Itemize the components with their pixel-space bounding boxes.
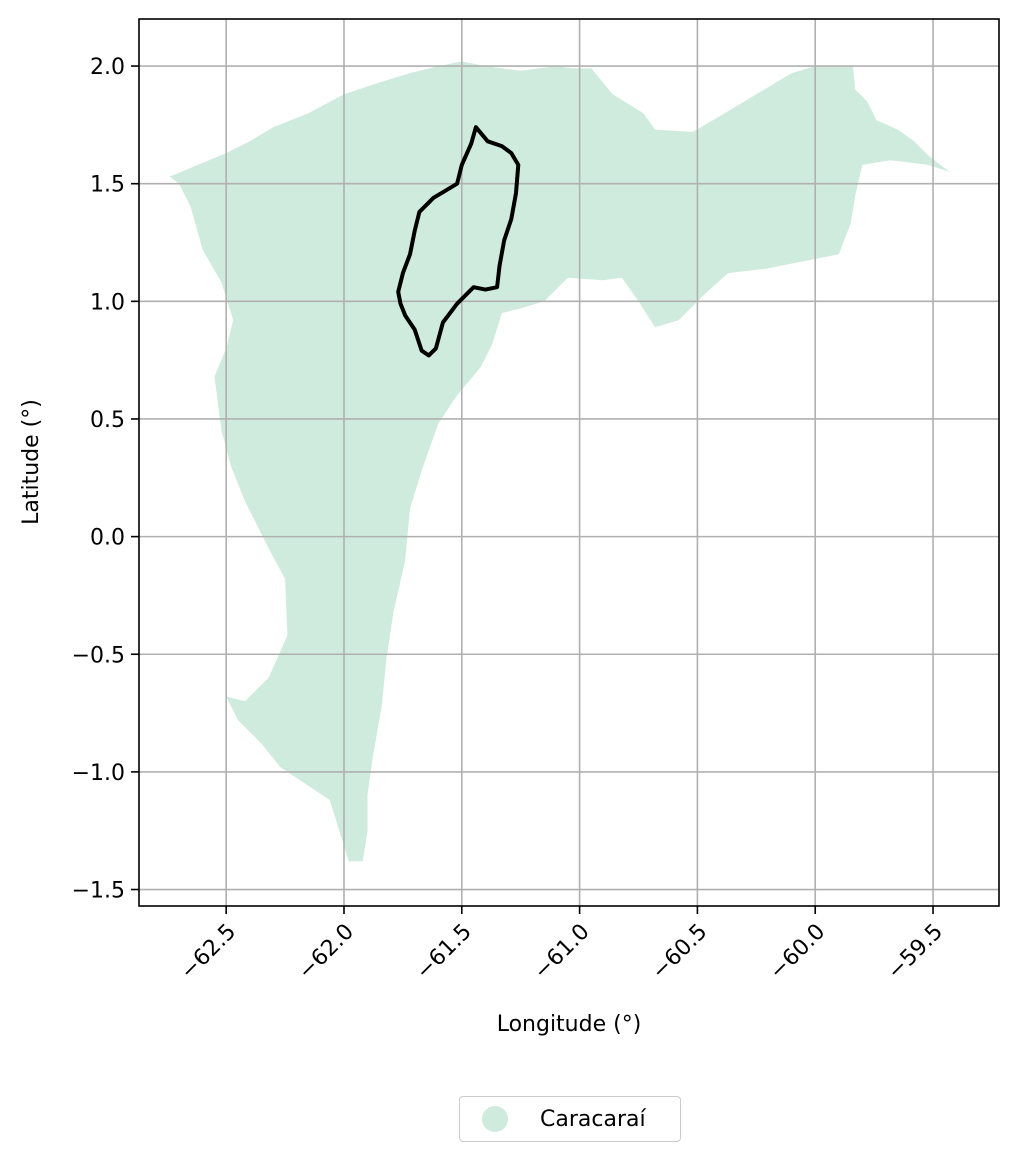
legend: Caracaraí: [459, 1096, 681, 1142]
y-tick-label-3: 0.0: [90, 526, 125, 551]
axes-frame: [138, 18, 1000, 907]
y-tick-label-4: 0.5: [90, 408, 125, 433]
x-tick-label-3: −61.0: [529, 919, 594, 984]
x-tick-label-2: −61.5: [411, 919, 476, 984]
y-tick-label-0: −1.5: [72, 879, 125, 904]
x-tick-label-4: −60.5: [647, 919, 712, 984]
x-tick-label-5: −60.0: [765, 919, 830, 984]
y-tick-label-5: 1.0: [90, 290, 125, 315]
y-tick-label-7: 2.0: [90, 55, 125, 80]
x-tick-label-1: −62.0: [294, 919, 359, 984]
legend-swatch-caracarai: [482, 1106, 508, 1132]
outline-area: [396, 125, 521, 358]
y-tick-label-6: 1.5: [90, 173, 125, 198]
x-tick-label-0: −62.5: [176, 919, 241, 984]
x-axis-label: Longitude (°): [497, 1012, 642, 1037]
y-axis-label: Latitude (°): [19, 399, 44, 525]
y-tick-label-2: −0.5: [72, 643, 125, 668]
region-caracarai: [169, 61, 950, 862]
plot-area: −62.5 −62.0 −61.5 −61.0 −60.5 −60.0 −59.5 −1.5 −…: [72, 18, 1000, 985]
y-tick-label-1: −1.0: [72, 761, 125, 786]
legend-label-caracarai: Caracaraí: [540, 1106, 646, 1132]
x-tick-label-6: −59.5: [883, 919, 948, 984]
